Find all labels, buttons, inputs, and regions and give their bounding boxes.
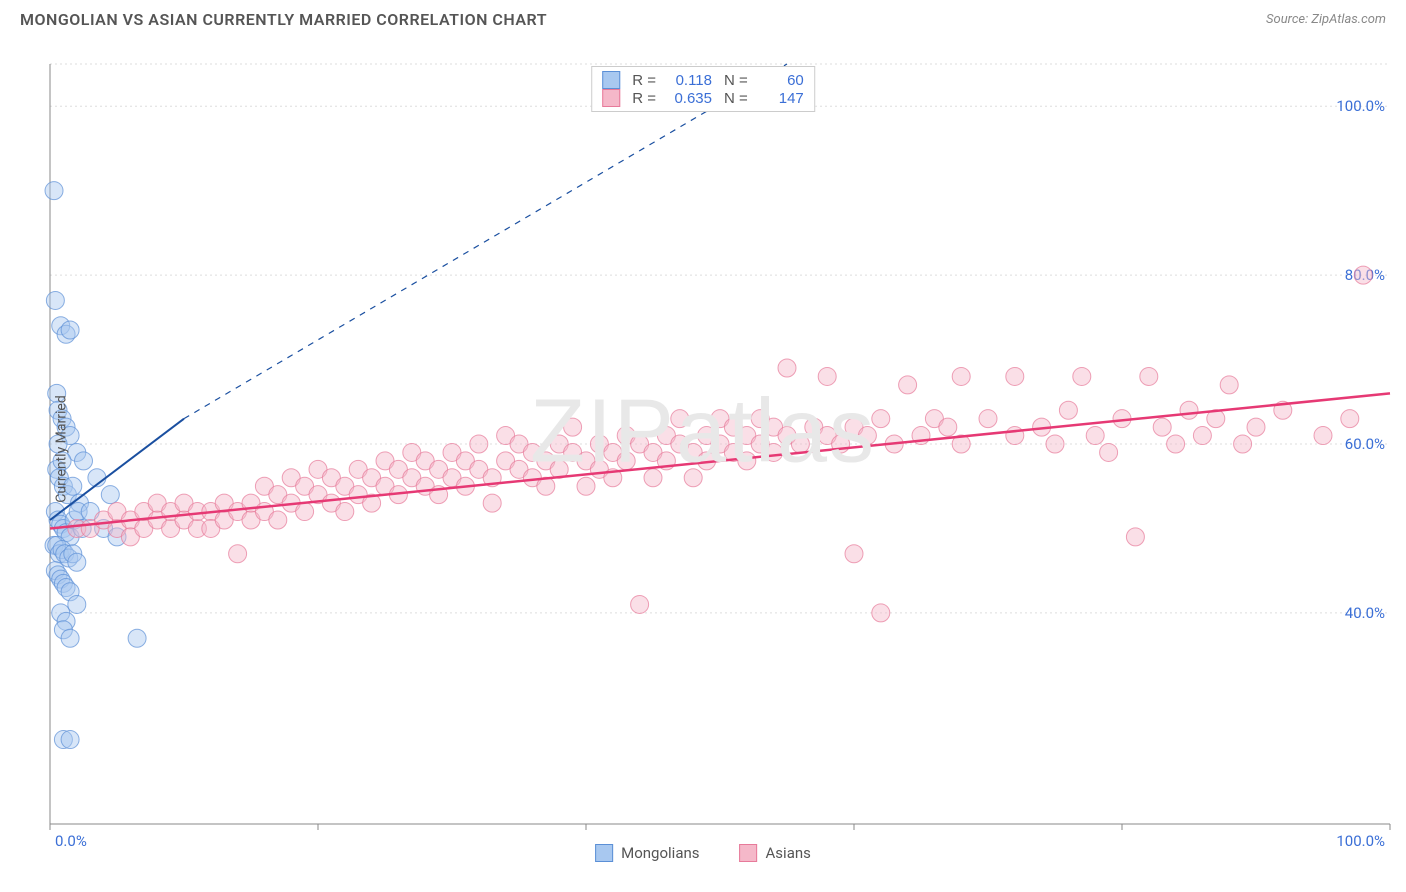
chart-title: MONGOLIAN VS ASIAN CURRENTLY MARRIED COR… [20,10,547,29]
series-legend: Mongolians Asians [595,844,811,862]
n-value-mongolians: 60 [756,72,804,89]
legend-item-asians: Asians [740,844,811,862]
legend-row-asians: R = 0.635 N = 147 [602,89,804,107]
svg-text:40.0%: 40.0% [1345,604,1385,622]
legend-swatch-mongolians [595,844,613,862]
chart-area: ZIPatlas Currently Married 40.0%60.0%80.… [0,34,1406,864]
scatter-chart-svg: 40.0%60.0%80.0%100.0%0.0%100.0% [0,34,1406,864]
chart-source: Source: ZipAtlas.com [1266,12,1386,27]
swatch-mongolians [602,71,620,89]
legend-row-mongolians: R = 0.118 N = 60 [602,71,804,89]
chart-header: MONGOLIAN VS ASIAN CURRENTLY MARRIED COR… [0,0,1406,34]
legend-label-mongolians: Mongolians [621,844,699,862]
legend-swatch-asians [740,844,758,862]
legend-item-mongolians: Mongolians [595,844,699,862]
svg-text:100.0%: 100.0% [1336,97,1385,115]
r-value-asians: 0.635 [664,90,712,107]
correlation-legend: R = 0.118 N = 60 R = 0.635 N = 147 [591,66,815,112]
svg-text:100.0%: 100.0% [1336,832,1385,850]
r-value-mongolians: 0.118 [664,72,712,89]
swatch-asians [602,89,620,107]
legend-label-asians: Asians [766,844,811,862]
n-value-asians: 147 [756,90,804,107]
svg-text:60.0%: 60.0% [1345,435,1385,453]
svg-text:0.0%: 0.0% [55,832,87,850]
y-axis-label: Currently Married [54,395,70,502]
